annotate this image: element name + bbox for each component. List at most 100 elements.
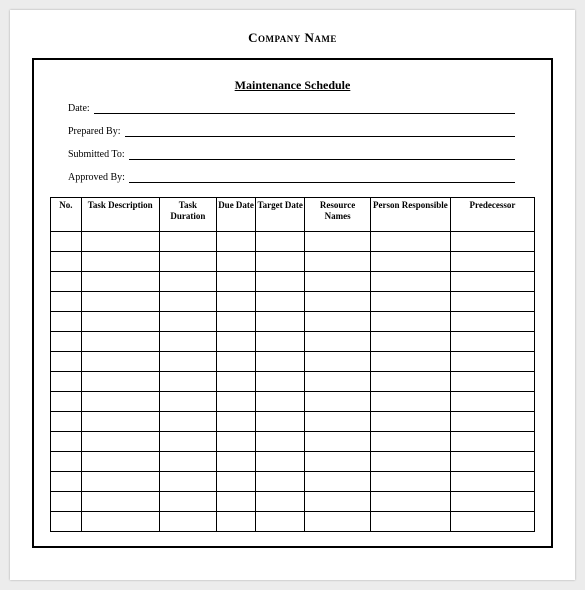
- table-cell[interactable]: [256, 452, 305, 472]
- table-cell[interactable]: [450, 272, 534, 292]
- table-cell[interactable]: [159, 292, 216, 312]
- table-cell[interactable]: [305, 472, 371, 492]
- table-cell[interactable]: [450, 312, 534, 332]
- table-cell[interactable]: [256, 312, 305, 332]
- table-cell[interactable]: [159, 452, 216, 472]
- table-cell[interactable]: [159, 272, 216, 292]
- table-cell[interactable]: [159, 372, 216, 392]
- table-cell[interactable]: [81, 332, 159, 352]
- table-cell[interactable]: [450, 432, 534, 452]
- table-cell[interactable]: [450, 512, 534, 532]
- table-cell[interactable]: [305, 492, 371, 512]
- table-cell[interactable]: [370, 412, 450, 432]
- table-cell[interactable]: [370, 292, 450, 312]
- table-cell[interactable]: [81, 412, 159, 432]
- table-cell[interactable]: [305, 232, 371, 252]
- table-cell[interactable]: [217, 392, 256, 412]
- table-cell[interactable]: [256, 392, 305, 412]
- table-cell[interactable]: [51, 432, 82, 452]
- table-cell[interactable]: [81, 272, 159, 292]
- table-cell[interactable]: [256, 352, 305, 372]
- table-cell[interactable]: [370, 332, 450, 352]
- table-cell[interactable]: [450, 392, 534, 412]
- table-cell[interactable]: [51, 352, 82, 372]
- table-cell[interactable]: [159, 252, 216, 272]
- table-cell[interactable]: [305, 392, 371, 412]
- table-cell[interactable]: [81, 292, 159, 312]
- table-cell[interactable]: [217, 272, 256, 292]
- table-cell[interactable]: [256, 292, 305, 312]
- table-cell[interactable]: [305, 272, 371, 292]
- table-cell[interactable]: [217, 452, 256, 472]
- table-cell[interactable]: [159, 232, 216, 252]
- table-cell[interactable]: [450, 472, 534, 492]
- table-cell[interactable]: [159, 472, 216, 492]
- table-cell[interactable]: [370, 392, 450, 412]
- table-cell[interactable]: [305, 312, 371, 332]
- table-cell[interactable]: [81, 372, 159, 392]
- table-cell[interactable]: [450, 332, 534, 352]
- table-cell[interactable]: [305, 512, 371, 532]
- table-cell[interactable]: [51, 492, 82, 512]
- table-cell[interactable]: [217, 492, 256, 512]
- table-cell[interactable]: [81, 432, 159, 452]
- table-cell[interactable]: [370, 272, 450, 292]
- table-cell[interactable]: [256, 432, 305, 452]
- table-cell[interactable]: [81, 232, 159, 252]
- table-cell[interactable]: [51, 252, 82, 272]
- table-cell[interactable]: [256, 492, 305, 512]
- table-cell[interactable]: [81, 252, 159, 272]
- table-cell[interactable]: [81, 492, 159, 512]
- table-cell[interactable]: [256, 232, 305, 252]
- table-cell[interactable]: [159, 512, 216, 532]
- table-cell[interactable]: [159, 332, 216, 352]
- table-cell[interactable]: [305, 372, 371, 392]
- table-cell[interactable]: [450, 372, 534, 392]
- table-cell[interactable]: [81, 352, 159, 372]
- table-cell[interactable]: [51, 412, 82, 432]
- table-cell[interactable]: [159, 412, 216, 432]
- table-cell[interactable]: [305, 452, 371, 472]
- table-cell[interactable]: [159, 392, 216, 412]
- table-cell[interactable]: [450, 352, 534, 372]
- table-cell[interactable]: [51, 232, 82, 252]
- table-cell[interactable]: [305, 252, 371, 272]
- table-cell[interactable]: [81, 392, 159, 412]
- table-cell[interactable]: [217, 472, 256, 492]
- table-cell[interactable]: [450, 452, 534, 472]
- table-cell[interactable]: [51, 272, 82, 292]
- table-cell[interactable]: [51, 372, 82, 392]
- table-cell[interactable]: [450, 232, 534, 252]
- table-cell[interactable]: [450, 412, 534, 432]
- table-cell[interactable]: [256, 332, 305, 352]
- table-cell[interactable]: [217, 332, 256, 352]
- table-cell[interactable]: [217, 512, 256, 532]
- table-cell[interactable]: [81, 312, 159, 332]
- table-cell[interactable]: [256, 412, 305, 432]
- table-cell[interactable]: [256, 372, 305, 392]
- table-cell[interactable]: [305, 432, 371, 452]
- table-cell[interactable]: [450, 292, 534, 312]
- table-cell[interactable]: [51, 332, 82, 352]
- table-cell[interactable]: [51, 512, 82, 532]
- table-cell[interactable]: [51, 292, 82, 312]
- table-cell[interactable]: [256, 252, 305, 272]
- table-cell[interactable]: [217, 312, 256, 332]
- table-cell[interactable]: [370, 312, 450, 332]
- table-cell[interactable]: [159, 352, 216, 372]
- table-cell[interactable]: [370, 252, 450, 272]
- table-cell[interactable]: [217, 352, 256, 372]
- table-cell[interactable]: [370, 432, 450, 452]
- approved-by-line[interactable]: [129, 173, 515, 183]
- table-cell[interactable]: [370, 352, 450, 372]
- table-cell[interactable]: [370, 232, 450, 252]
- table-cell[interactable]: [256, 472, 305, 492]
- table-cell[interactable]: [51, 392, 82, 412]
- table-cell[interactable]: [305, 292, 371, 312]
- date-line[interactable]: [94, 104, 515, 114]
- table-cell[interactable]: [305, 352, 371, 372]
- table-cell[interactable]: [305, 332, 371, 352]
- table-cell[interactable]: [370, 372, 450, 392]
- table-cell[interactable]: [370, 472, 450, 492]
- table-cell[interactable]: [370, 512, 450, 532]
